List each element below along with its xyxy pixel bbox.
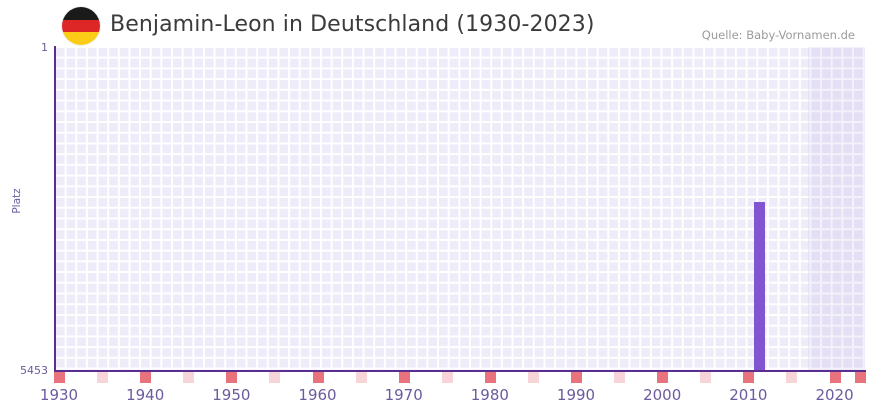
x-axis-tick-2020 [829,372,841,383]
y-axis-line [54,46,56,372]
flag-band-red [62,19,100,33]
x-axis-tick-1965 [355,372,367,383]
x-axis-label-1990: 1990 [556,386,596,404]
y-axis-tick-bottom: 5453 [20,364,48,377]
x-axis-tick-1960 [312,372,324,383]
x-axis-tick-1940 [140,372,152,383]
source-attribution: Quelle: Baby-Vornamen.de [701,28,855,42]
x-axis-label-2000: 2000 [643,386,682,404]
x-axis-tick-2023 [855,372,867,383]
x-axis-label-1950: 1950 [212,386,251,404]
x-axis-line [54,370,866,372]
x-axis-tick-1950 [226,372,238,383]
x-axis-tick-2000 [657,372,669,383]
x-axis-tick-1975 [441,372,453,383]
x-axis-tick-2015 [786,372,798,383]
plot-area [55,47,865,371]
x-axis-tick-1970 [398,372,410,383]
page-title: Benjamin-Leon in Deutschland (1930-2023) [110,12,595,37]
x-axis-label-1960: 1960 [298,386,337,404]
x-axis-label-2020: 2020 [815,386,854,404]
x-axis-tick-1980 [484,372,496,383]
x-axis-tick-1995 [614,372,626,383]
x-axis-tick-2005 [700,372,712,383]
x-axis-tick-1945 [183,372,195,383]
x-axis-label-1970: 1970 [384,386,423,404]
x-axis-label-1980: 1980 [470,386,509,404]
flag-band-black [62,7,100,20]
x-axis-tick-1935 [97,372,109,383]
x-axis-tick-1930 [54,372,65,383]
german-flag-icon [62,7,100,45]
x-axis-tick-2010 [743,372,755,383]
x-axis-label-2010: 2010 [729,386,768,404]
x-axis-tick-1955 [269,372,281,383]
flag-band-gold [62,32,100,45]
y-axis-title: Platz [11,188,23,214]
bar-2011[interactable] [753,202,765,371]
x-axis-label-1930: 1930 [39,386,79,404]
x-axis-tick-1985 [527,372,539,383]
x-axis-tick-1990 [571,372,583,383]
shaded-future-region [808,47,865,371]
x-axis-label-1940: 1940 [126,386,165,404]
y-axis-tick-top: 1 [41,41,48,54]
